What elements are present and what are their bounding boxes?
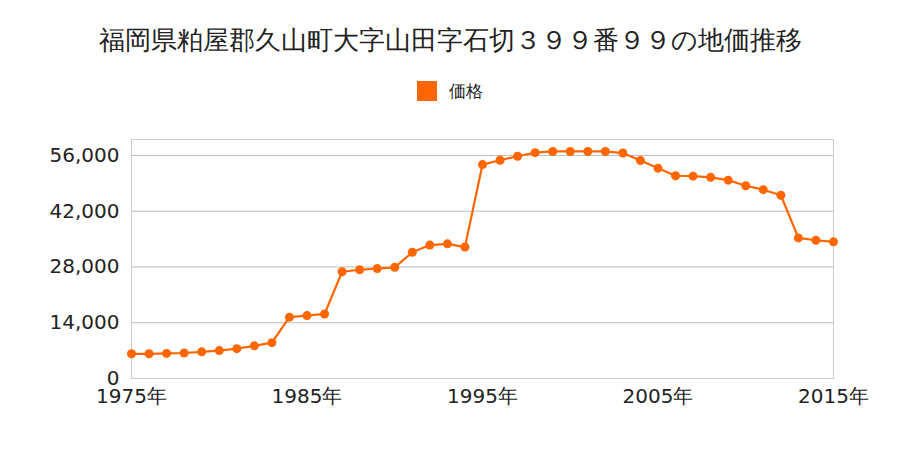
svg-text:2015年: 2015年	[798, 384, 869, 408]
svg-text:56,000: 56,000	[50, 143, 120, 167]
svg-text:1995年: 1995年	[447, 384, 518, 408]
svg-text:42,000: 42,000	[50, 199, 120, 223]
svg-text:1975年: 1975年	[96, 383, 167, 408]
html-text:福岡県粕屋郡久山町大字山田字石切３９９番９９の地価推移: 福岡県粕屋郡久山町大字山田字石切３９９番９９の地価推移	[98, 25, 802, 55]
svg-text:14,000: 14,000	[50, 310, 120, 334]
svg-text:1985年: 1985年	[272, 384, 343, 408]
svg-text:28,000: 28,000	[50, 254, 120, 278]
svg-text:0: 0	[107, 366, 120, 390]
svg-text:2005年: 2005年	[623, 384, 694, 408]
html-text:価格: 価格	[449, 80, 483, 101]
